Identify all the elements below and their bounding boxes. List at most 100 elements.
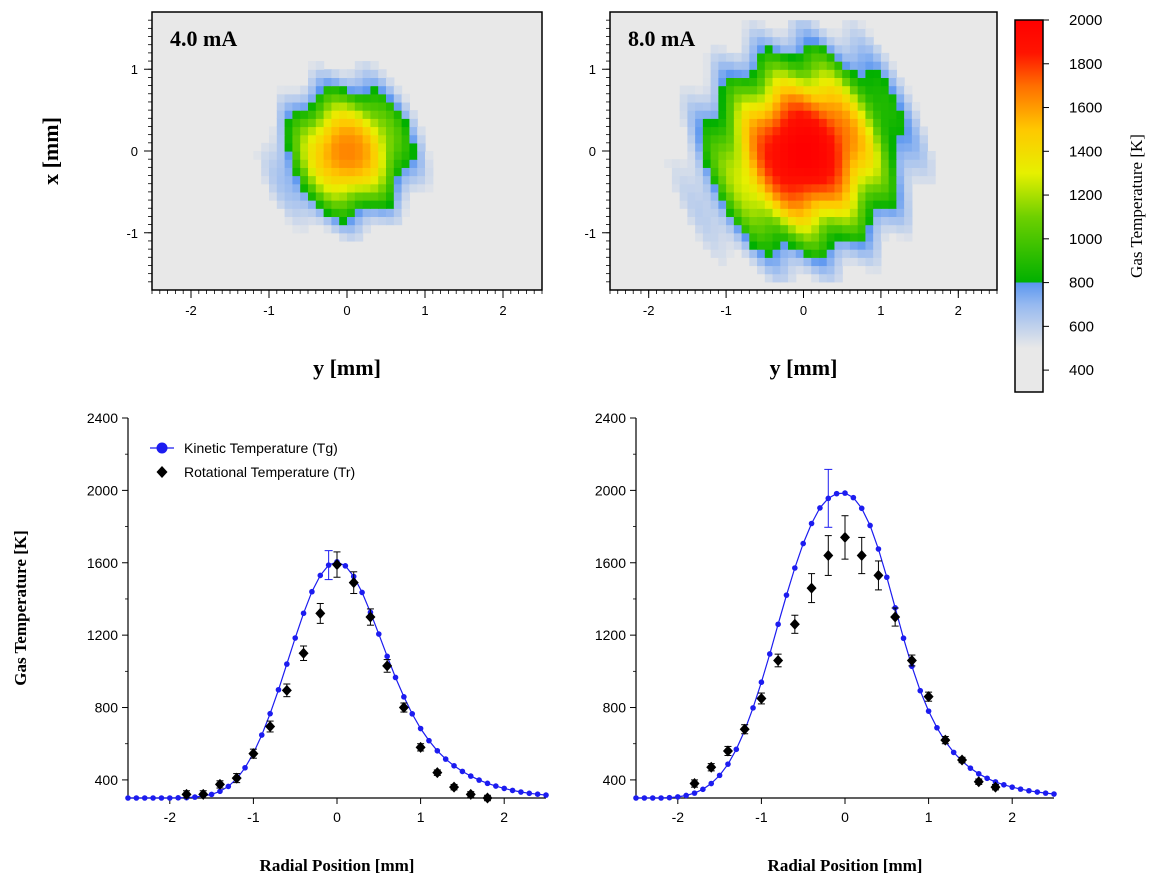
- heatmap-cell: [339, 232, 348, 242]
- heatmap-cell: [733, 167, 743, 177]
- heatmap-cell: [347, 93, 356, 103]
- x-tick-label: -2: [643, 303, 655, 318]
- heatmap-cell: [834, 273, 843, 283]
- heatmap-cell: [919, 126, 928, 136]
- heatmap-cell: [710, 151, 719, 160]
- heatmap-cell: [857, 93, 867, 103]
- heatmap-cell: [354, 101, 364, 111]
- heatmap-cell: [764, 85, 774, 95]
- heatmap-cell: [733, 126, 743, 136]
- heatmap-cell: [370, 191, 379, 201]
- heatmap-cell: [788, 52, 797, 62]
- heatmap-cell: [292, 175, 301, 185]
- heatmap-cell: [911, 134, 921, 144]
- heatmap-cell: [323, 216, 332, 226]
- heatmap-cell: [323, 118, 332, 128]
- heatmap-cell: [873, 265, 882, 275]
- heatmap-cell: [718, 151, 727, 160]
- heatmap-cell: [323, 85, 332, 95]
- heatmap-cell: [354, 167, 364, 177]
- heatmap-cell: [370, 85, 379, 95]
- heatmap-cell: [687, 85, 696, 95]
- heatmap-cell: [331, 191, 340, 201]
- heatmap-cell: [726, 118, 735, 128]
- heatmap-cell: [764, 44, 774, 54]
- heatmap-cell: [300, 216, 309, 226]
- kinetic-temperature-point: [900, 635, 907, 642]
- heatmap-cell: [818, 85, 828, 95]
- heatmap-cell: [896, 151, 905, 160]
- heatmap-cell: [811, 126, 820, 136]
- kinetic-temperature-point: [641, 795, 648, 801]
- heatmap-cell: [795, 142, 805, 152]
- kinetic-temperature-point: [934, 724, 940, 731]
- rotational-temperature-point: [689, 778, 700, 790]
- kinetic-temperature-point: [317, 572, 324, 579]
- heatmap-cell: [409, 142, 418, 152]
- heatmap-cell: [339, 216, 348, 226]
- heatmap-cell: [710, 249, 719, 258]
- heatmap-cell: [849, 249, 859, 258]
- heatmap-cell: [718, 118, 727, 128]
- heatmap-cell: [284, 175, 293, 185]
- heatmap-cell: [315, 61, 325, 70]
- heatmap-cell: [834, 110, 843, 119]
- heatmap-cell: [315, 175, 325, 185]
- heatmap-cell: [842, 85, 851, 95]
- rotational-temperature-point: [957, 754, 968, 766]
- heatmap-cell: [857, 36, 867, 46]
- heatmap-cell: [803, 159, 812, 168]
- heatmap-cell: [378, 175, 387, 185]
- heatmap-cell: [331, 101, 340, 111]
- heatmap-cell: [788, 191, 797, 201]
- heatmap-cell: [772, 151, 781, 160]
- kinetic-temperature-point: [409, 711, 416, 717]
- colorbar: 400 600 800 1000 1200 1400 1600 1800 2000 Gas Tem…: [1014, 12, 1146, 393]
- heatmap-cell: [292, 101, 301, 111]
- heatmap-cell: [733, 110, 743, 119]
- heatmap-cell: [842, 257, 851, 267]
- legend-rotational-marker: [156, 466, 168, 478]
- kinetic-temperature-point: [342, 563, 349, 569]
- heatmap-cell: [811, 77, 820, 87]
- heatmap-cell: [733, 224, 743, 234]
- heatmap-cell: [671, 183, 681, 193]
- heatmap-cell: [702, 69, 712, 79]
- heatmap-cell: [386, 159, 395, 168]
- heatmap-cell: [788, 44, 797, 54]
- y-tick-label: 1200: [87, 627, 118, 643]
- heatmap-cell: [811, 69, 820, 79]
- heatmap-cell: [811, 175, 820, 185]
- heatmap-cell: [780, 77, 789, 87]
- heatmap-cell: [733, 208, 743, 218]
- heatmap-cell: [695, 183, 704, 193]
- heatmap-cell: [849, 69, 859, 79]
- heatmap-cell: [276, 183, 286, 193]
- rotational-temperature-point: [465, 788, 476, 800]
- heatmap-cell: [347, 134, 356, 144]
- heatmap-cell: [857, 134, 867, 144]
- heatmap-cell: [834, 36, 843, 46]
- heatmap-cell: [726, 216, 735, 226]
- heatmap-cell: [826, 216, 836, 226]
- heatmap-cell: [749, 142, 758, 152]
- heatmap-cell: [354, 126, 364, 136]
- heatmap-cell: [803, 142, 812, 152]
- heatmap-cell: [788, 77, 797, 87]
- heatmap-cell: [849, 240, 859, 250]
- heatmap-cell: [888, 69, 897, 79]
- heatmap-cell: [834, 52, 843, 62]
- heatmap-cell: [417, 183, 426, 193]
- heatmap-cell: [857, 20, 867, 29]
- heatmap-cell: [354, 224, 364, 234]
- kinetic-temperature-point: [850, 494, 857, 501]
- heatmap-cell: [409, 167, 418, 177]
- kinetic-temperature-point: [858, 505, 865, 512]
- heatmap-cell: [888, 101, 897, 111]
- heatmap-cell: [378, 118, 387, 128]
- heatmap-cell: [772, 232, 781, 242]
- rotational-temperature-point: [973, 776, 984, 788]
- heatmap-cell: [803, 118, 812, 128]
- heatmap-cell: [880, 93, 890, 103]
- heatmap-cell: [826, 85, 836, 95]
